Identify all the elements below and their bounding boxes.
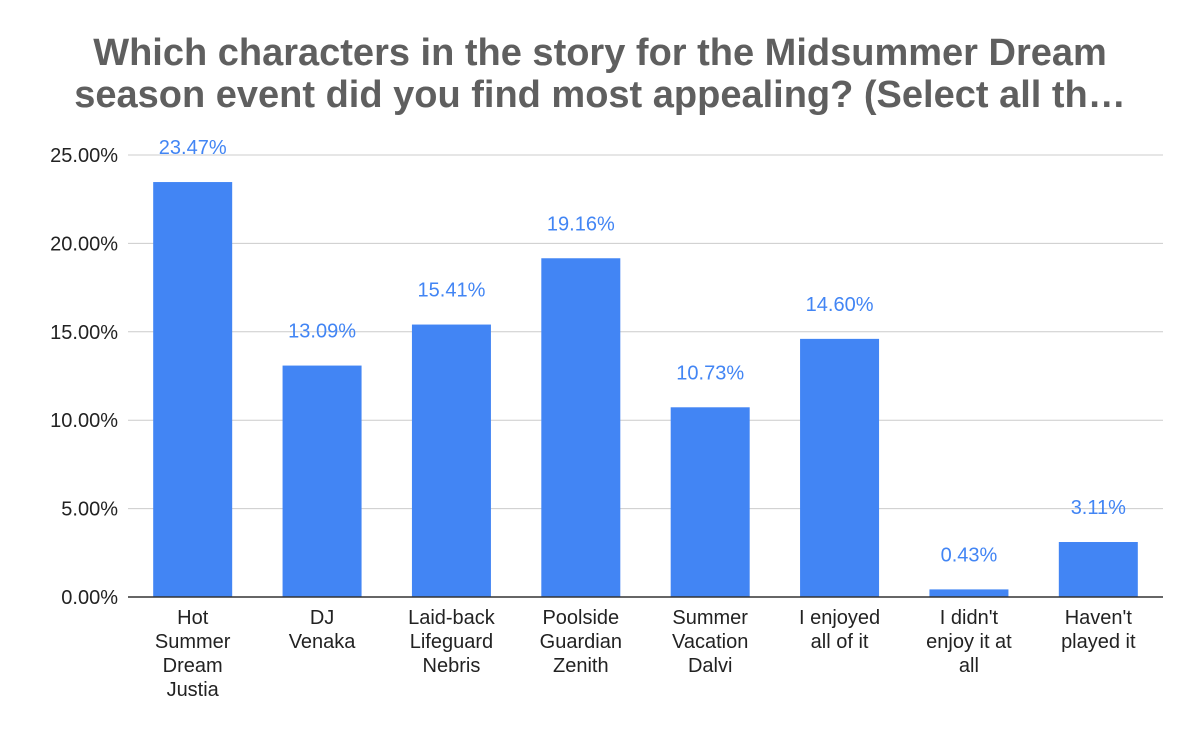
data-label: 13.09%	[288, 321, 356, 343]
bar	[1058, 542, 1138, 597]
category-label: Zenith	[553, 655, 609, 677]
bar	[800, 338, 880, 597]
category-label: Laid-back	[408, 607, 496, 629]
category-label: enjoy it at	[926, 631, 1012, 653]
y-tick-label: 25.00%	[50, 145, 118, 167]
category-label: Dalvi	[688, 655, 732, 677]
category-label: Guardian	[540, 631, 622, 653]
category-label: Nebris	[423, 655, 481, 677]
y-tick-label: 20.00%	[50, 233, 118, 255]
category-label: Poolside	[542, 607, 619, 629]
category-label: Dream	[163, 655, 223, 677]
data-label: 15.41%	[418, 280, 486, 302]
category-label: Summer	[672, 607, 748, 629]
data-label: 14.60%	[806, 294, 874, 316]
bar	[541, 258, 621, 597]
y-tick-label: 15.00%	[50, 322, 118, 344]
category-label: I didn't	[940, 607, 999, 629]
category-label: played it	[1061, 631, 1136, 653]
bar	[411, 324, 491, 597]
data-label: 3.11%	[1071, 497, 1126, 519]
y-tick-label: 10.00%	[50, 410, 118, 432]
bar	[929, 589, 1009, 597]
category-label: Vacation	[672, 631, 748, 653]
category-label: DJ	[310, 607, 334, 629]
data-label: 0.43%	[941, 544, 998, 566]
data-label: 19.16%	[547, 213, 615, 235]
category-label: I enjoyed	[799, 607, 880, 629]
category-label: Hot	[177, 607, 209, 629]
bar	[670, 407, 750, 597]
bar	[153, 182, 233, 597]
chart-title-line-1: Which characters in the story for the Mi…	[93, 32, 1107, 74]
category-label: Justia	[167, 679, 220, 701]
data-label: 23.47%	[159, 137, 227, 159]
category-label: Lifeguard	[410, 631, 493, 653]
chart-title: Which characters in the story for the Mi…	[0, 32, 1200, 116]
y-tick-label: 0.00%	[61, 587, 118, 609]
category-label: Venaka	[289, 631, 357, 653]
chart-title-line-2: season event did you find most appealing…	[74, 74, 1126, 116]
y-tick-label: 5.00%	[61, 499, 118, 521]
data-label: 10.73%	[676, 362, 744, 384]
bar	[282, 365, 362, 597]
category-label: Haven't	[1065, 607, 1133, 629]
category-label: all	[959, 655, 979, 677]
category-label: Summer	[155, 631, 231, 653]
category-label: all of it	[811, 631, 869, 653]
